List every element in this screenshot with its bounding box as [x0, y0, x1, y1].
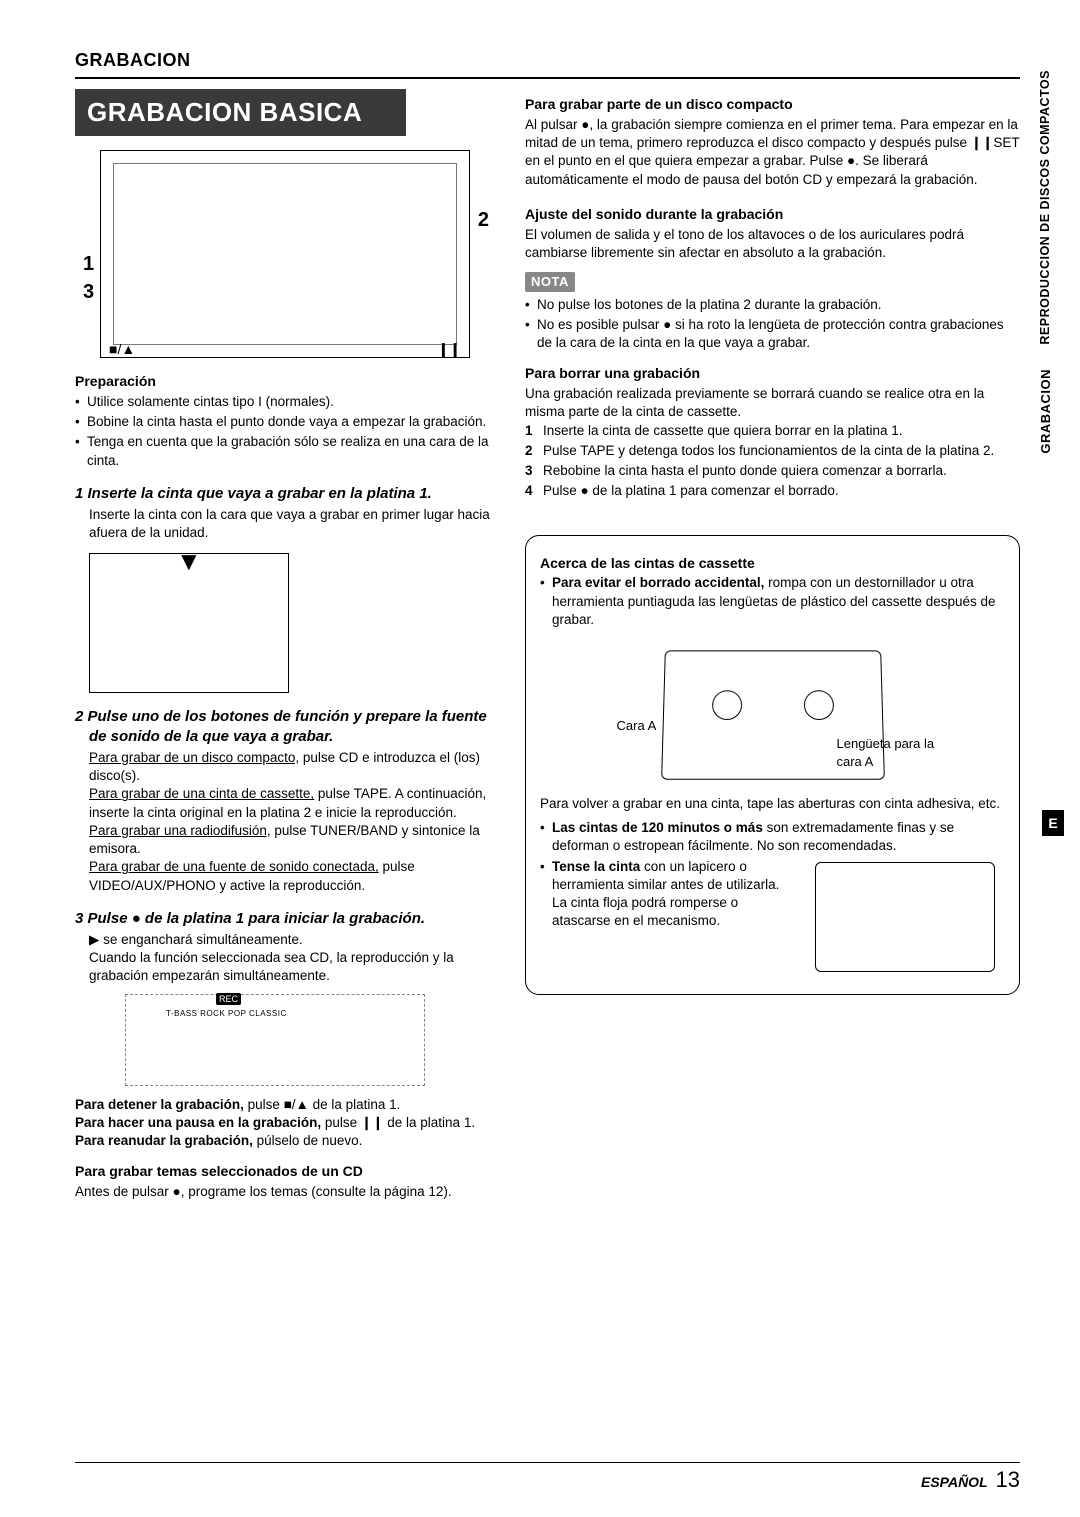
step-num: 1 — [75, 485, 83, 502]
nota-list: No pulse los botones de la platina 2 dur… — [525, 296, 1020, 353]
side-tabs: REPRODUCCION DE DISCOS COMPACTOS GRABACI… — [1038, 70, 1064, 477]
language-badge: E — [1042, 810, 1064, 836]
device-diagram: 1 3 2 ■/▲ ❙❙ — [100, 150, 470, 358]
footer-language: ESPAÑOL — [921, 1474, 988, 1490]
list-item: Tense la cinta con un lapicero o herrami… — [540, 858, 1005, 978]
underline-text: Para grabar de un disco compacto, — [89, 750, 299, 765]
prep-heading: Preparación — [75, 372, 495, 391]
nota-tag: NOTA — [525, 272, 575, 292]
pause-label: Para hacer una pausa en la grabación, — [75, 1115, 321, 1130]
body-text: Una grabación realizada previamente se b… — [525, 385, 1020, 421]
side-tab-grabacion: GRABACION — [1038, 369, 1053, 454]
step-title-text: Pulse ● de la platina 1 para iniciar la … — [88, 910, 426, 927]
underline-text: Para grabar una radiodifusión, — [89, 823, 271, 838]
cassette-tab-label: Lengüeta para la cara A — [837, 735, 937, 770]
body-text: púlselo de nuevo. — [253, 1133, 363, 1148]
bold-label: Tense la cinta — [552, 859, 640, 874]
step-1: 1 Inserte la cinta que vaya a grabar en … — [75, 484, 495, 693]
side-tab-reproduction: REPRODUCCION DE DISCOS COMPACTOS — [1038, 70, 1052, 345]
list-item: Utilice solamente cintas tipo I (normale… — [75, 393, 495, 411]
list-item: Rebobine la cinta hasta el punto donde q… — [525, 462, 1020, 480]
step-title-text: Pulse uno de los botones de función y pr… — [88, 708, 487, 745]
panel-labels: T-BASS ROCK POP CLASSIC — [166, 1009, 287, 1020]
part-heading: Para grabar parte de un disco compacto — [525, 95, 1020, 114]
rec-indicator: REC — [216, 993, 241, 1005]
step-num: 3 — [75, 910, 83, 927]
body-text: El volumen de salida y el tono de los al… — [525, 226, 1020, 262]
stop-label: Para detener la grabación, — [75, 1097, 244, 1112]
step-3: 3 Pulse ● de la platina 1 para iniciar l… — [75, 909, 495, 1086]
body-text: ▶ se enganchará simultáneamente. — [89, 931, 495, 949]
step-title-text: Inserte la cinta que vaya a grabar en la… — [88, 485, 432, 502]
list-item: Las cintas de 120 minutos o más son extr… — [540, 819, 1005, 855]
step-num: 2 — [75, 708, 83, 725]
underline-text: Para grabar de una fuente de sonido cone… — [89, 859, 379, 874]
list-item: No pulse los botones de la platina 2 dur… — [525, 296, 1020, 314]
left-column: GRABACION BASICA 1 3 2 ■/▲ ❙❙ Preparació… — [75, 89, 495, 1201]
cassette-tab-diagram: Cara A Lengüeta para la cara A — [643, 639, 903, 789]
body-text: Antes de pulsar ●, programe los temas (c… — [75, 1183, 495, 1201]
bold-label: Las cintas de 120 minutos o más — [552, 820, 763, 835]
section-header: GRABACION — [75, 50, 1020, 71]
callout-3: 3 — [83, 279, 94, 306]
list-item: Bobine la cinta hasta el punto donde vay… — [75, 413, 495, 431]
step-2: 2 Pulse uno de los botones de función y … — [75, 707, 495, 895]
body-text: pulse ❙❙ de la platina 1. — [321, 1115, 475, 1130]
divider — [75, 77, 1020, 79]
display-panel-diagram: REC T-BASS ROCK POP CLASSIC — [125, 994, 425, 1086]
cassette-side-label: Cara A — [617, 717, 657, 735]
cassette-insert-diagram: ▼ — [89, 553, 289, 693]
down-arrow-icon: ▼ — [176, 544, 202, 579]
list-item: Pulse ● de la platina 1 para comenzar el… — [525, 482, 1020, 500]
resume-label: Para reanudar la grabación, — [75, 1133, 253, 1148]
underline-text: Para grabar de una cinta de cassette, — [89, 786, 314, 801]
body-text: pulse ■/▲ de la platina 1. — [244, 1097, 401, 1112]
pause-symbol: ❙❙ — [438, 340, 461, 359]
list-item: Inserte la cinta de cassette que quiera … — [525, 422, 1020, 440]
bold-label: Para evitar el borrado accidental, — [552, 575, 764, 590]
adjust-heading: Ajuste del sonido durante la grabación — [525, 205, 1020, 224]
list-item: Pulse TAPE y detenga todos los funcionam… — [525, 442, 1020, 460]
erase-heading: Para borrar una grabación — [525, 364, 1020, 383]
page-title-box: GRABACION BASICA — [75, 89, 406, 136]
step-body: Inserte la cinta con la cara que vaya a … — [75, 506, 495, 542]
cassette-info-box: Acerca de las cintas de cassette Para ev… — [525, 535, 1020, 995]
erase-steps: Inserte la cinta de cassette que quiera … — [525, 422, 1020, 501]
list-item: Tenga en cuenta que la grabación sólo se… — [75, 433, 495, 469]
footer-divider — [75, 1462, 1020, 1463]
callout-1: 1 — [83, 251, 94, 278]
body-text: Cuando la función seleccionada sea CD, l… — [89, 949, 495, 985]
prep-list: Utilice solamente cintas tipo I (normale… — [75, 393, 495, 470]
footer: ESPAÑOL 13 — [921, 1467, 1020, 1493]
page-number: 13 — [996, 1467, 1020, 1492]
list-item: Para evitar el borrado accidental, rompa… — [540, 574, 1005, 629]
body-text: Para volver a grabar en una cinta, tape … — [540, 795, 1005, 813]
list-item: No es posible pulsar ● si ha roto la len… — [525, 316, 1020, 352]
callout-2: 2 — [478, 207, 489, 234]
box-heading: Acerca de las cintas de cassette — [540, 554, 1005, 573]
stop-symbol: ■/▲ — [109, 340, 135, 359]
right-column: Para grabar parte de un disco compacto A… — [525, 89, 1020, 1201]
selected-cd-heading: Para grabar temas seleccionados de un CD — [75, 1162, 495, 1181]
body-text: Al pulsar ●, la grabación siempre comien… — [525, 116, 1020, 189]
cassette-tension-diagram — [805, 858, 1005, 978]
